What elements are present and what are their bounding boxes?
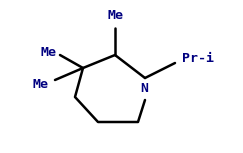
Text: Pr-i: Pr-i [182, 52, 214, 65]
Text: Me: Me [107, 9, 123, 22]
Text: N: N [140, 82, 148, 95]
Text: Me: Me [40, 47, 56, 60]
Text: Me: Me [32, 78, 48, 91]
